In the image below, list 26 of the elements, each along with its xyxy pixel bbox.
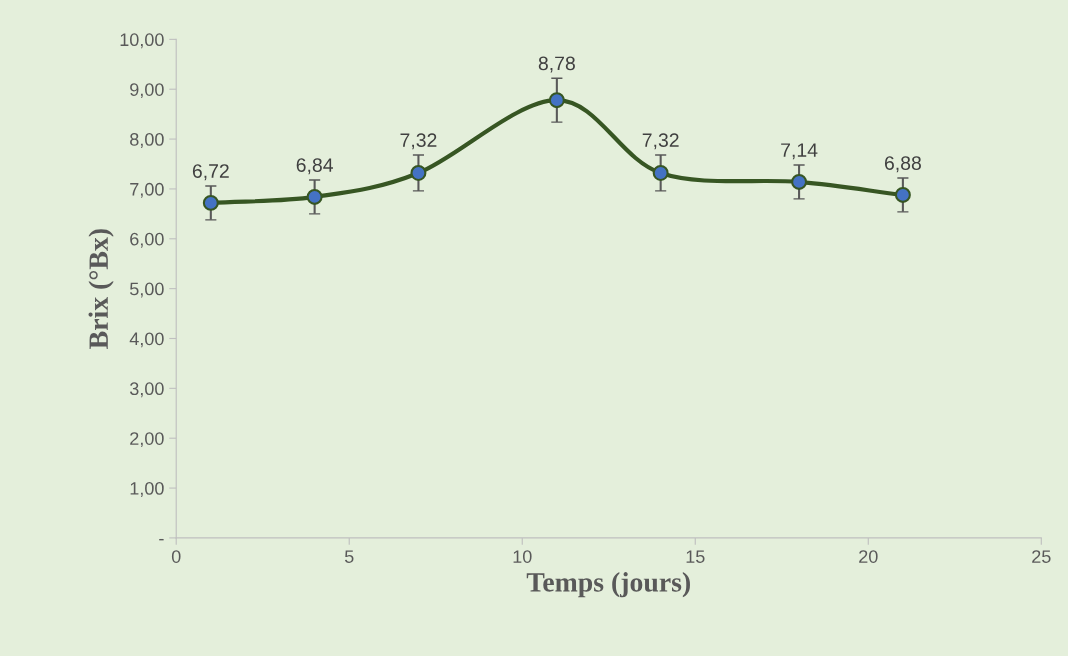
x-tick-label: 0	[171, 550, 181, 563]
text: 6,72	[192, 164, 229, 181]
y-tick-label: 1,00	[130, 482, 164, 497]
x-tick-label: 20	[859, 550, 878, 563]
x-tick-label: 15	[686, 550, 705, 563]
text: 6,88	[884, 156, 921, 173]
x-tick-label: 25	[1032, 550, 1051, 563]
y-tick-label: 7,00	[130, 182, 164, 198]
y-tick-label: 10,00	[120, 33, 164, 49]
text: 7,14	[781, 143, 818, 160]
y-tick-label: 8,00	[130, 133, 164, 148]
y-tick-label: -	[159, 538, 164, 541]
x-axis-title: Temps (jours)	[526, 572, 690, 598]
text: 6,84	[296, 158, 333, 175]
y-tick-label: 9,00	[130, 83, 164, 99]
y-tick-label: 6,00	[130, 232, 164, 248]
text: 7,32	[400, 133, 437, 150]
y-tick-label: 5,00	[130, 282, 164, 298]
x-tick-label: 5	[344, 550, 354, 563]
text: 7,32	[642, 133, 679, 150]
y-tick-label: 2,00	[130, 432, 164, 448]
y-tick-label: 3,00	[129, 382, 164, 398]
x-tick-label: 10	[513, 550, 532, 563]
text: 8,78	[538, 56, 575, 73]
y-axis-title: Brix (°Bx)	[88, 229, 114, 349]
y-tick-label: 4,00	[129, 332, 164, 348]
